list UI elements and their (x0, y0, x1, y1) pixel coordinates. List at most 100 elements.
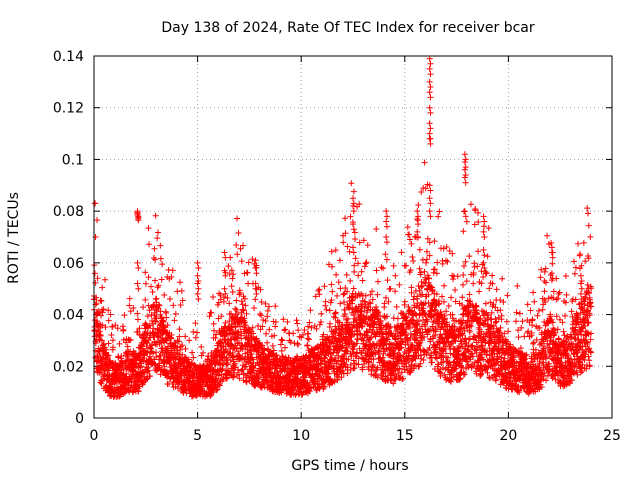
data-point (259, 323, 266, 330)
data-point (505, 328, 512, 335)
data-point (329, 288, 336, 295)
data-point (344, 288, 351, 295)
data-point (342, 215, 349, 222)
data-point (554, 295, 561, 302)
data-point (341, 351, 348, 358)
data-point (578, 262, 585, 269)
data-point (461, 371, 468, 378)
data-point (266, 326, 273, 333)
data-point (531, 298, 538, 305)
data-point (424, 318, 431, 325)
data-point (441, 282, 448, 289)
data-point (263, 330, 270, 337)
data-point (434, 259, 441, 266)
x-tick-labels: 0 5 10 15 20 25 (90, 428, 621, 444)
data-point (358, 308, 365, 315)
data-point (316, 321, 323, 328)
data-point (245, 259, 252, 266)
data-point (406, 236, 413, 243)
data-point (385, 298, 392, 305)
data-point (248, 350, 255, 357)
data-point (489, 272, 496, 279)
data-point (134, 316, 141, 323)
data-point (426, 275, 433, 282)
data-point (237, 289, 244, 296)
data-point (97, 332, 104, 339)
data-point (540, 343, 547, 350)
data-point (492, 319, 499, 326)
data-point (290, 330, 297, 337)
data-point (194, 329, 201, 336)
x-tick-label: 10 (292, 428, 310, 444)
data-point (514, 283, 521, 290)
data-point (541, 278, 548, 285)
chart-title: Day 138 of 2024, Rate Of TEC Index for r… (161, 20, 535, 36)
data-point (373, 267, 380, 274)
data-point (483, 270, 490, 277)
data-point (543, 354, 550, 361)
data-point (171, 343, 178, 350)
data-point (542, 265, 549, 272)
data-point (105, 340, 112, 347)
data-point (497, 297, 504, 304)
data-point (570, 258, 577, 265)
data-point (241, 315, 248, 322)
data-point (472, 347, 479, 354)
data-point (400, 375, 407, 382)
data-point (174, 350, 181, 357)
data-point (342, 310, 349, 317)
data-point (440, 245, 447, 252)
data-point (348, 333, 355, 340)
data-point (422, 185, 429, 192)
data-point (317, 318, 324, 325)
data-point (350, 188, 357, 195)
data-point (527, 307, 534, 314)
data-point (98, 297, 105, 304)
data-point (499, 275, 506, 282)
data-point (501, 355, 508, 362)
data-point (241, 295, 248, 302)
data-point (116, 340, 123, 347)
data-point (331, 334, 338, 341)
data-point (155, 282, 162, 289)
data-point (316, 380, 323, 387)
data-point (484, 364, 491, 371)
data-point (460, 271, 467, 278)
data-point (495, 346, 502, 353)
data-point (192, 320, 199, 327)
data-point (334, 292, 341, 299)
data-point (346, 305, 353, 312)
data-point (352, 235, 359, 242)
data-point (435, 213, 442, 220)
y-tick-label: 0.08 (53, 204, 84, 220)
data-point (168, 332, 175, 339)
data-point (459, 301, 466, 308)
data-point (454, 273, 461, 280)
data-point (235, 230, 242, 237)
data-point (177, 346, 184, 353)
data-point (174, 337, 181, 344)
data-point (172, 310, 179, 317)
data-point (459, 294, 466, 301)
grid-lines (94, 56, 612, 418)
data-point (371, 341, 378, 348)
data-point (234, 215, 241, 222)
data-point (528, 329, 535, 336)
data-point (562, 299, 569, 306)
data-point (357, 330, 364, 337)
data-point (542, 299, 549, 306)
data-point (445, 303, 452, 310)
data-point (378, 329, 385, 336)
data-point (327, 343, 334, 350)
data-point (488, 322, 495, 329)
data-point (228, 283, 235, 290)
data-point (215, 299, 222, 306)
data-point (556, 289, 563, 296)
data-point (284, 318, 291, 325)
data-point (420, 333, 427, 340)
data-point (150, 350, 157, 357)
data-point (488, 339, 495, 346)
y-axis-label: ROTI / TECUs (6, 192, 22, 284)
data-point (337, 300, 344, 307)
